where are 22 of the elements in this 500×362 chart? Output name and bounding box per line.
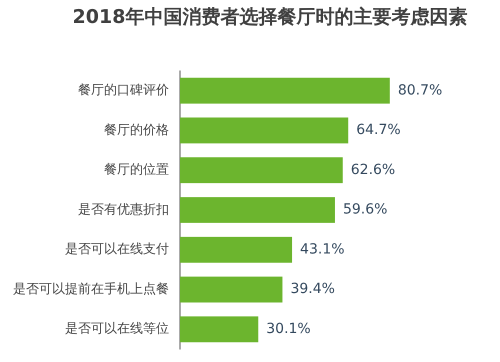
data-label: 30.1% (266, 320, 311, 337)
bar (180, 316, 258, 342)
bar (180, 78, 390, 104)
y-tick-label: 是否有优惠折扣 (78, 202, 169, 218)
data-label: 62.6% (350, 162, 396, 178)
bar (180, 157, 343, 184)
y-tick-label: 是否可以在线支付 (65, 242, 169, 258)
data-label: 64.7% (356, 122, 401, 138)
y-tick-label: 餐厅的口碑评价 (78, 83, 169, 98)
bar (180, 276, 282, 302)
bar (180, 236, 292, 263)
bar (180, 197, 335, 223)
data-label: 59.6% (342, 202, 388, 218)
y-tick-label: 是否可以在线等位 (65, 322, 169, 337)
y-tick-label: 餐厅的价格 (104, 122, 169, 138)
y-tick-label: 是否可以提前在手机上点餐 (13, 282, 169, 297)
data-label: 39.4% (290, 281, 335, 298)
bar (180, 118, 348, 144)
data-label: 43.1% (300, 241, 345, 258)
y-tick-label: 餐厅的位置 (104, 162, 169, 178)
data-label: 80.7% (398, 82, 442, 98)
chart-title: 2018年中国消费者选择餐厅时的主要考虑因素 (72, 5, 468, 30)
